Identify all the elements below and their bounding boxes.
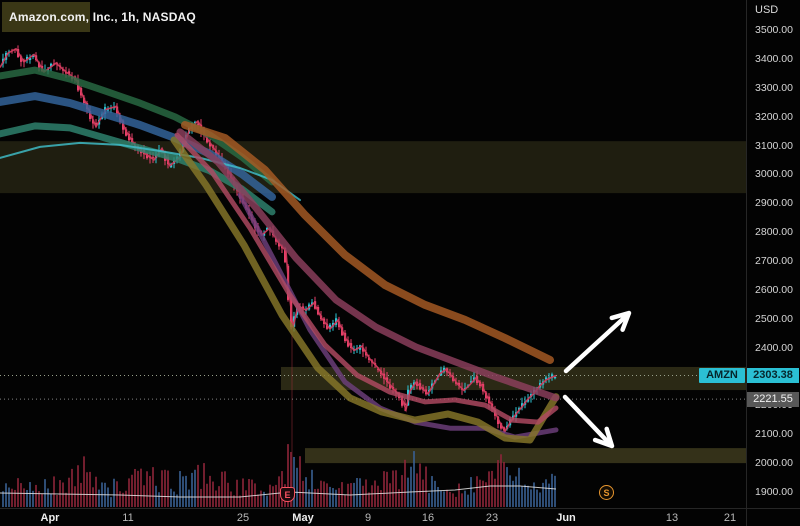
time-tick-label-9: 9: [364, 512, 372, 524]
chart-legend-title[interactable]: Amazon.com, Inc., 1h, NASDAQ: [9, 10, 196, 24]
price-tick-label: 2000.00: [755, 457, 793, 470]
price-chart-canvas[interactable]: [0, 0, 746, 508]
price-tick-label: 2400.00: [755, 341, 793, 354]
price-tick-label: 3500.00: [755, 24, 793, 36]
symbol-price-label: AMZN: [699, 368, 745, 384]
time-tick-label-16: 16: [421, 512, 435, 524]
price-tick-label: 2800.00: [755, 226, 793, 239]
ribbon-rose: [174, 132, 559, 425]
resistance-zone-upper[interactable]: [0, 141, 746, 194]
time-tick-label-may: May: [292, 512, 314, 524]
ribbon-blue: [0, 92, 276, 201]
price-tick-label: 3200.00: [755, 110, 793, 123]
volume-ma-line: [0, 485, 557, 498]
time-tick-label-apr: Apr: [40, 512, 60, 524]
time-tick-label-23: 23: [485, 512, 499, 524]
axis-corner: [746, 508, 800, 526]
price-tick-label: 3300.00: [755, 81, 793, 94]
currency-label: USD: [755, 4, 779, 16]
price-tick-label: 3400.00: [755, 52, 793, 65]
price-tick-label: 1900.00: [755, 486, 793, 498]
ribbon-purple: [237, 192, 559, 440]
ribbon-orange: [181, 121, 554, 364]
time-tick-label-13: 13: [665, 512, 679, 524]
price-tick-label: 2500.00: [755, 312, 793, 325]
price-tick-label: 2700.00: [755, 255, 793, 267]
support-zone-lower[interactable]: [305, 448, 746, 464]
earnings-marker-icon[interactable]: E: [280, 487, 295, 502]
title-highlight-box: [2, 2, 90, 32]
last-price-badge: 2303.38: [747, 368, 799, 384]
resistance-zone-mid[interactable]: [281, 366, 746, 391]
time-axis[interactable]: Apr 11 25 May 9 16 23 Jun 13 21: [0, 508, 746, 526]
time-tick-label-21: 21: [723, 512, 737, 524]
price-tick-label: 2900.00: [755, 197, 793, 210]
ribbon-olive: [170, 136, 560, 444]
ribbon-green: [0, 66, 276, 186]
price-axis[interactable]: USD 3500.00 3400.00 3300.00 3200.00 3100.00 3…: [746, 0, 800, 508]
time-tick-label-25: 25: [236, 512, 250, 524]
ribbon-magenta: [176, 128, 560, 402]
arrow-down[interactable]: [562, 394, 615, 449]
time-tick-label-11: 11: [122, 512, 134, 524]
price-tick-label: 2100.00: [755, 428, 793, 441]
time-tick-label-jun: Jun: [556, 512, 576, 524]
split-marker-icon[interactable]: S: [599, 485, 614, 500]
price-tick-label: 3000.00: [755, 168, 793, 181]
ribbon-cyan: [0, 141, 301, 202]
price-tick-label: 2600.00: [755, 283, 793, 296]
arrow-up[interactable]: [563, 310, 632, 374]
secondary-price-badge: 2221.55: [747, 391, 799, 407]
price-tick-label: 3100.00: [755, 139, 793, 152]
